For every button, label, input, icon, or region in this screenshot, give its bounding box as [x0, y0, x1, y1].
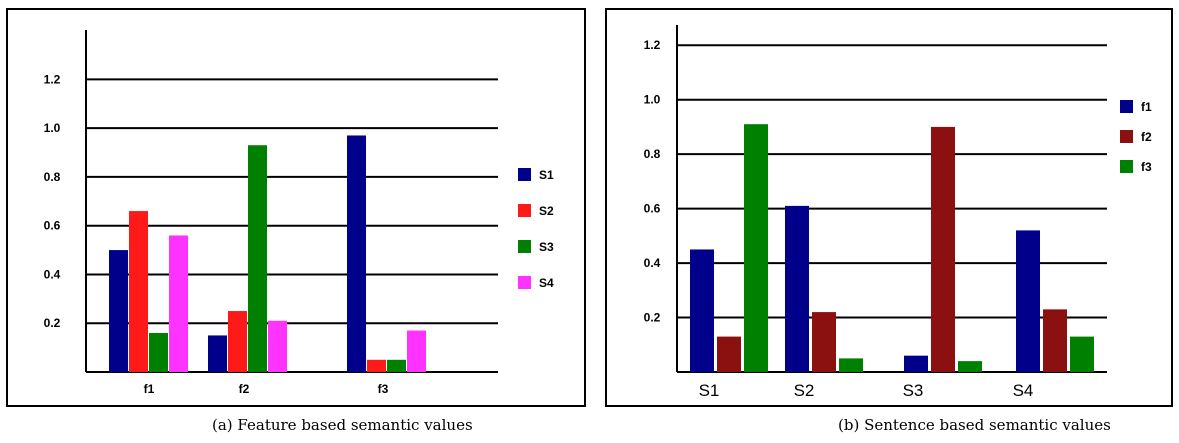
bar-f3-s3: [958, 361, 982, 372]
y-tick-label: 0.2: [644, 311, 661, 325]
legend-label: S3: [539, 240, 554, 254]
y-tick-label: 1.2: [644, 38, 661, 52]
y-tick-label: 1.2: [44, 72, 61, 86]
bar-s4-f3: [407, 330, 426, 372]
bar-s2-f1: [129, 211, 148, 372]
y-tick-label: 0.4: [44, 267, 61, 281]
y-tick-label: 0.6: [44, 219, 61, 233]
bar-s2-f3: [367, 359, 386, 372]
x-tick-label: S2: [794, 381, 815, 400]
bar-f3-s2: [839, 358, 863, 372]
y-tick-label: 0.4: [644, 256, 661, 270]
x-tick-label: S4: [1013, 381, 1034, 400]
bar-s1-f2: [208, 335, 227, 372]
y-tick-label: 1.0: [44, 121, 61, 135]
legend-swatch: [518, 240, 531, 253]
legend-swatch: [518, 276, 531, 289]
x-tick-label: f3: [378, 382, 389, 396]
x-tick-label: f1: [144, 382, 155, 396]
bar-f2-s1: [717, 336, 741, 372]
bar-f2-s2: [812, 312, 836, 372]
chart-panel-b: 0.2 0.4 0.6 0.8 1.0 1.2 S1 S2 S3 S4 f1 f2 f3: [605, 8, 1173, 407]
legend-label: f2: [1141, 130, 1152, 144]
bar-f1-s3: [904, 355, 928, 372]
bar-s4-f1: [169, 235, 188, 372]
bar-f1-s2: [785, 205, 809, 372]
x-tick-label: f2: [239, 382, 250, 396]
bar-f3-s1: [744, 124, 768, 372]
bar-s3-f1: [149, 332, 168, 372]
legend-label: f3: [1141, 160, 1152, 174]
legend-swatch: [518, 168, 531, 181]
legend-label: S1: [539, 168, 554, 182]
bar-s2-f2: [228, 311, 247, 372]
legend-label: f1: [1141, 100, 1152, 114]
legend-swatch: [518, 204, 531, 217]
caption-a: (a) Feature based semantic values: [212, 416, 473, 434]
legend-swatch: [1120, 130, 1133, 143]
caption-b: (b) Sentence based semantic values: [838, 416, 1111, 434]
y-tick-label: 0.8: [44, 170, 61, 184]
bar-f1-s4: [1016, 230, 1040, 372]
chart-b: 0.2 0.4 0.6 0.8 1.0 1.2 S1 S2 S3 S4 f1 f2 f3: [644, 25, 1152, 400]
legend-swatch: [1120, 100, 1133, 113]
legend-label: S2: [539, 204, 554, 218]
chart-panel-a: 0.2 0.4 0.6 0.8 1.0 1.2 f1 f2 f3 S1 S2 S3 S4: [6, 8, 586, 407]
bar-f2-s3: [931, 126, 955, 372]
chart-a: 0.2 0.4 0.6 0.8 1.0 1.2 f1 f2 f3 S1 S2 S3 S4: [44, 30, 554, 396]
bar-s1-f1: [109, 250, 128, 372]
bar-f1-s1: [690, 249, 714, 372]
y-tick-label: 0.2: [44, 316, 61, 330]
y-tick-label: 1.0: [644, 93, 661, 107]
bar-s3-f3: [387, 359, 406, 372]
y-tick-label: 0.8: [644, 147, 661, 161]
legend-label: S4: [539, 276, 554, 290]
bar-s3-f2: [248, 145, 267, 372]
bar-f3-s4: [1070, 336, 1094, 372]
legend-swatch: [1120, 160, 1133, 173]
y-tick-label: 0.6: [644, 202, 661, 216]
x-tick-label: S1: [699, 381, 720, 400]
bar-s4-f2: [268, 320, 287, 372]
bar-s1-f3: [347, 135, 366, 372]
bar-f2-s4: [1043, 309, 1067, 372]
x-tick-label: S3: [903, 381, 924, 400]
